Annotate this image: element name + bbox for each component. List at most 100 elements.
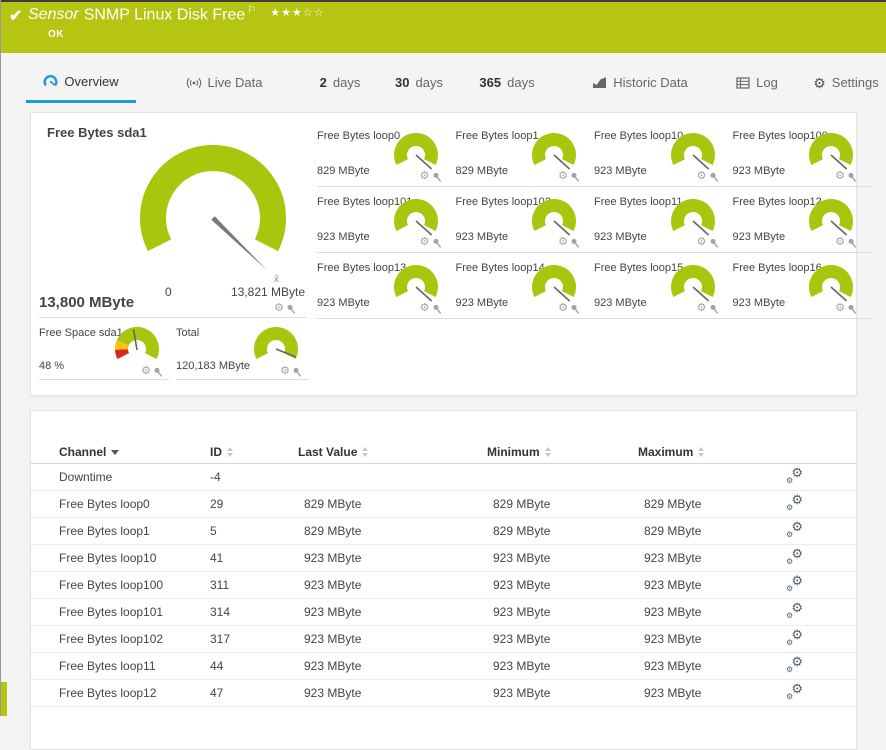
cell-last-value: 923 MByte [298,578,487,592]
cell-channel: Free Bytes loop11 [59,659,210,673]
gauge-cell[interactable]: Free Bytes loop10 923 MByte ⚙ [594,121,733,187]
pin-icon[interactable] [847,238,857,248]
cell-channel: Free Bytes loop100 [59,578,210,592]
channel-settings-gears-icon[interactable] [786,549,804,564]
gear-icon[interactable]: ⚙ [420,303,430,314]
table-row: Free Bytes loop0 29 829 MByte 829 MByte … [31,491,856,518]
sensor-header: ✔ SensorSNMP Linux Disk Free⚐★★★☆☆ OK [0,0,886,53]
stars-filled: ★★★ [270,7,303,19]
gauge-cell-free-space[interactable]: Free Space sda1 48 % ⚙ [39,320,169,380]
pin-icon[interactable] [709,172,719,182]
gear-icon[interactable]: ⚙ [697,303,707,314]
column-header-id[interactable]: ID [210,445,298,459]
gauge-cell-total[interactable]: Total 120,183 MByte ⚙ [176,320,308,380]
gauge-actions: ⚙ [558,237,580,248]
gauge-cell[interactable]: Free Bytes loop102 923 MByte ⚙ [456,187,595,253]
stars-empty: ☆☆ [303,7,325,19]
gear-icon[interactable]: ⚙ [835,237,845,248]
pin-icon[interactable] [432,172,442,182]
gear-icon[interactable]: ⚙ [274,303,284,314]
gear-icon[interactable]: ⚙ [558,237,568,248]
tab-label: Settings [832,75,879,90]
channel-settings-gears-icon[interactable] [786,468,804,483]
channel-settings-gears-icon[interactable] [786,576,804,591]
flag-icon[interactable]: ⚐ [247,5,256,16]
pin-icon[interactable] [847,172,857,182]
gauge-scale-max: 13,821 MByte [231,285,305,299]
cell-maximum: 923 MByte [638,659,786,673]
channel-settings-gears-icon[interactable] [786,684,804,699]
pin-icon[interactable] [432,304,442,314]
tab-30-days[interactable]: 30 days [382,62,456,103]
cell-minimum: 923 MByte [487,551,638,565]
pin-icon[interactable] [847,304,857,314]
pin-icon[interactable] [153,367,163,377]
channel-settings-gears-icon[interactable] [786,522,804,537]
gauge-cell[interactable]: Free Bytes loop0 829 MByte ⚙ [317,121,456,187]
cell-id: 44 [210,659,298,673]
mini-gauge-value: 120,183 MByte [176,360,250,372]
pin-icon[interactable] [709,238,719,248]
gear-icon[interactable]: ⚙ [141,366,151,377]
channel-settings-gears-icon[interactable] [786,495,804,510]
cell-id: -4 [210,470,298,484]
tab-label: days [507,75,534,90]
cell-last-value: 829 MByte [298,524,487,538]
table-row: Free Bytes loop101 314 923 MByte 923 MBy… [31,599,856,626]
gauge-cell[interactable]: Free Bytes loop101 923 MByte ⚙ [317,187,456,253]
gauge-cell[interactable]: Free Bytes loop13 923 MByte ⚙ [317,253,456,319]
column-header-minimum[interactable]: Minimum [487,445,638,459]
gauge-cell[interactable]: Free Bytes loop1 829 MByte ⚙ [456,121,595,187]
gear-icon[interactable]: ⚙ [280,366,290,377]
tab-log[interactable]: Log [728,62,786,103]
gauge-cell[interactable]: Free Bytes loop11 923 MByte ⚙ [594,187,733,253]
tab-2-days[interactable]: 2 days [305,62,375,103]
tab-live-data[interactable]: Live Data [172,62,276,103]
column-header-last-value[interactable]: Last Value [298,445,487,459]
table-row: Downtime -4 [31,464,856,491]
gear-icon[interactable]: ⚙ [558,171,568,182]
pin-icon[interactable] [570,304,580,314]
column-label: Minimum [487,445,540,459]
pin-icon[interactable] [286,304,296,314]
mini-gauge-value: 923 MByte [317,297,370,309]
column-header-maximum[interactable]: Maximum [638,445,786,459]
pin-icon[interactable] [570,172,580,182]
cell-minimum: 923 MByte [487,632,638,646]
gauge-cell[interactable]: Free Bytes loop16 923 MByte ⚙ [733,253,872,319]
pin-icon[interactable] [709,304,719,314]
channel-settings-gears-icon[interactable] [786,657,804,672]
gauge-actions: ⚙ [835,303,857,314]
gear-icon[interactable]: ⚙ [558,303,568,314]
mini-gauge-value: 923 MByte [594,297,647,309]
window-edge-top [0,0,886,2]
tab-historic-data[interactable]: Historic Data [578,62,702,103]
gear-icon[interactable]: ⚙ [835,171,845,182]
gear-icon[interactable]: ⚙ [697,237,707,248]
gear-icon[interactable]: ⚙ [697,171,707,182]
mini-gauge-title: Total [176,327,199,339]
pin-icon[interactable] [432,238,442,248]
gauge-average-marker: x̄ [274,274,279,285]
tab-overview[interactable]: Overview [26,62,136,103]
pin-icon[interactable] [570,238,580,248]
gear-icon[interactable]: ⚙ [835,303,845,314]
pin-icon[interactable] [292,367,302,377]
gauge-cell[interactable]: Free Bytes loop12 923 MByte ⚙ [733,187,872,253]
channel-settings-gears-icon[interactable] [786,630,804,645]
mini-gauge-value: 829 MByte [456,165,509,177]
primary-channel-gauge[interactable] [128,143,298,288]
cell-id: 41 [210,551,298,565]
tab-365-days[interactable]: 365 days [466,62,548,103]
gauge-cell[interactable]: Free Bytes loop15 923 MByte ⚙ [594,253,733,319]
gear-icon[interactable]: ⚙ [420,237,430,248]
tab-settings[interactable]: ⚙ Settings [806,62,886,103]
channel-settings-gears-icon[interactable] [786,603,804,618]
gauge-actions: ⚙ [697,237,719,248]
cell-last-value: 829 MByte [298,497,487,511]
gauge-cell[interactable]: Free Bytes loop100 923 MByte ⚙ [733,121,872,187]
gauge-cell[interactable]: Free Bytes loop14 923 MByte ⚙ [456,253,595,319]
gear-icon[interactable]: ⚙ [420,171,430,182]
priority-stars[interactable]: ★★★☆☆ [270,7,324,19]
column-header-channel[interactable]: Channel [59,445,210,459]
